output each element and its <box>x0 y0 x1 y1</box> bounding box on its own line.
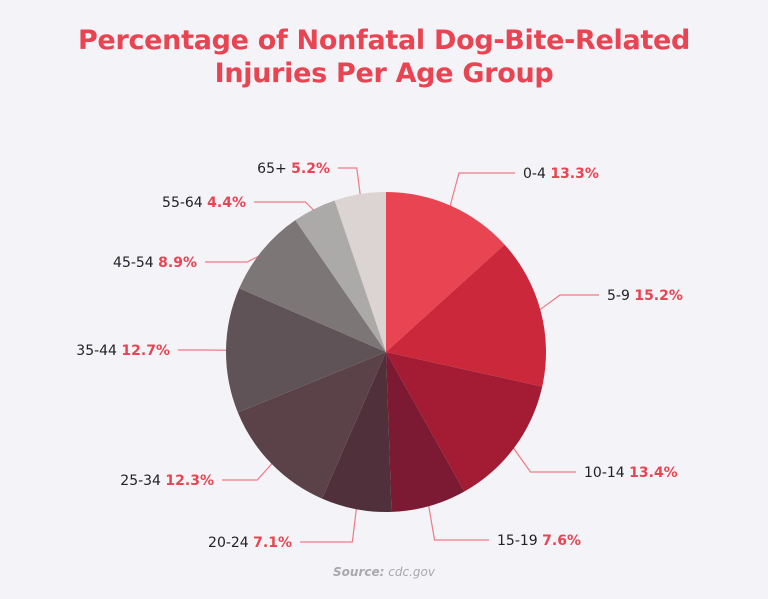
slice-category: 5-9 <box>607 288 634 304</box>
pie-slice-55-64 <box>295 200 386 352</box>
slice-category: 25-34 <box>120 473 165 489</box>
slice-category: 20-24 <box>208 535 253 551</box>
slice-value: 7.6% <box>542 533 581 549</box>
slice-category: 55-64 <box>162 195 207 211</box>
slice-value: 15.2% <box>634 288 683 304</box>
slice-label-5-9: 5-9 15.2% <box>607 288 683 304</box>
slice-label-45-54: 45-54 8.9% <box>113 255 197 271</box>
slice-value: 12.3% <box>165 473 214 489</box>
labels: 0-4 13.3% 5-9 15.2% 10-14 13.4% 15-19 7.6% 2… <box>76 161 683 551</box>
slice-value: 13.3% <box>550 166 599 182</box>
pie-slice-10-14 <box>386 352 543 492</box>
pie-slice-65+ <box>334 192 386 352</box>
slice-value: 5.2% <box>291 161 330 177</box>
slice-label-25-34: 25-34 12.3% <box>120 473 214 489</box>
pie-slice-15-19 <box>386 352 465 512</box>
pie-slice-0-4 <box>386 192 505 352</box>
slice-category: 35-44 <box>76 343 121 359</box>
chart-title-line-1: Percentage of Nonfatal Dog-Bite-Related <box>77 25 691 56</box>
slice-value: 12.7% <box>121 343 170 359</box>
slice-label-55-64: 55-64 4.4% <box>162 195 246 211</box>
source-value: cdc.gov <box>388 565 435 579</box>
slice-label-35-44: 35-44 12.7% <box>76 343 170 359</box>
slice-category: 10-14 <box>584 465 629 481</box>
slice-value: 4.4% <box>207 195 246 211</box>
leader-line-15-19 <box>427 502 489 541</box>
chart-title-line-2: Injuries Per Age Group <box>214 58 554 89</box>
leader-line-65+ <box>338 167 362 199</box>
slice-label-0-4: 0-4 13.3% <box>523 166 599 182</box>
slice-label-10-14: 10-14 13.4% <box>584 465 678 481</box>
leader-line-20-24 <box>300 505 358 543</box>
leader-line-0-4 <box>448 172 515 210</box>
slice-category: 0-4 <box>523 166 550 182</box>
slice-label-20-24: 20-24 7.1% <box>208 535 292 551</box>
slices <box>225 192 547 512</box>
slice-value: 7.1% <box>253 535 292 551</box>
pie-slice-5-9 <box>386 244 547 387</box>
slice-label-65+: 65+ 5.2% <box>257 161 330 177</box>
slice-value: 13.4% <box>629 465 678 481</box>
leader-line-25-34 <box>222 460 275 481</box>
leader-lines <box>178 167 599 543</box>
pie-slice-35-44 <box>225 288 386 413</box>
source-label: Source: <box>333 565 385 579</box>
leader-line-5-9 <box>536 294 599 313</box>
source-note: Source: cdc.gov <box>0 565 768 579</box>
pie-slice-20-24 <box>322 352 392 512</box>
slice-category: 65+ <box>257 161 291 177</box>
pie-slice-45-54 <box>239 220 386 352</box>
leader-line-55-64 <box>254 201 317 213</box>
chart-title: Percentage of Nonfatal Dog-Bite-Related … <box>0 24 768 90</box>
leader-line-10-14 <box>510 444 576 473</box>
slice-value: 8.9% <box>158 255 197 271</box>
slice-label-15-19: 15-19 7.6% <box>497 533 581 549</box>
pie-slice-25-34 <box>237 352 386 499</box>
slice-category: 45-54 <box>113 255 158 271</box>
slice-category: 15-19 <box>497 533 542 549</box>
